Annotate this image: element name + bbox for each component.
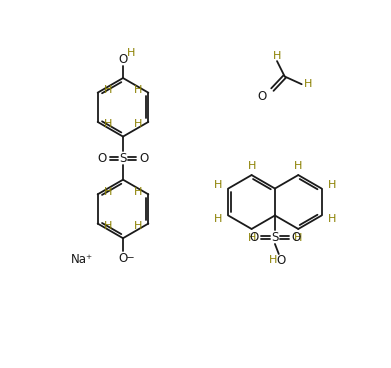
Text: O: O xyxy=(276,254,286,267)
Text: H: H xyxy=(273,51,281,61)
Text: H: H xyxy=(304,79,312,89)
Text: H: H xyxy=(248,161,256,171)
Text: H: H xyxy=(269,255,277,265)
Text: H: H xyxy=(294,233,303,243)
Text: H: H xyxy=(327,180,336,191)
Text: H: H xyxy=(248,233,256,243)
Text: H: H xyxy=(104,221,112,231)
Text: H: H xyxy=(104,187,112,197)
Text: H: H xyxy=(214,213,222,224)
Text: H: H xyxy=(104,119,112,129)
Text: O: O xyxy=(291,230,300,244)
Text: O: O xyxy=(118,53,127,66)
Text: S: S xyxy=(271,230,279,244)
Text: H: H xyxy=(134,221,143,231)
Text: H: H xyxy=(327,213,336,224)
Text: H: H xyxy=(127,49,135,59)
Text: O: O xyxy=(258,90,267,103)
Text: S: S xyxy=(119,152,127,164)
Text: Na⁺: Na⁺ xyxy=(71,253,93,266)
Text: H: H xyxy=(134,85,143,95)
Text: H: H xyxy=(294,161,303,171)
Text: O: O xyxy=(139,152,149,164)
Text: H: H xyxy=(134,187,143,197)
Text: O: O xyxy=(249,230,259,244)
Text: H: H xyxy=(134,119,143,129)
Text: −: − xyxy=(126,253,134,263)
Text: O: O xyxy=(118,252,127,265)
Text: O: O xyxy=(98,152,107,164)
Text: H: H xyxy=(214,180,222,191)
Text: H: H xyxy=(104,85,112,95)
